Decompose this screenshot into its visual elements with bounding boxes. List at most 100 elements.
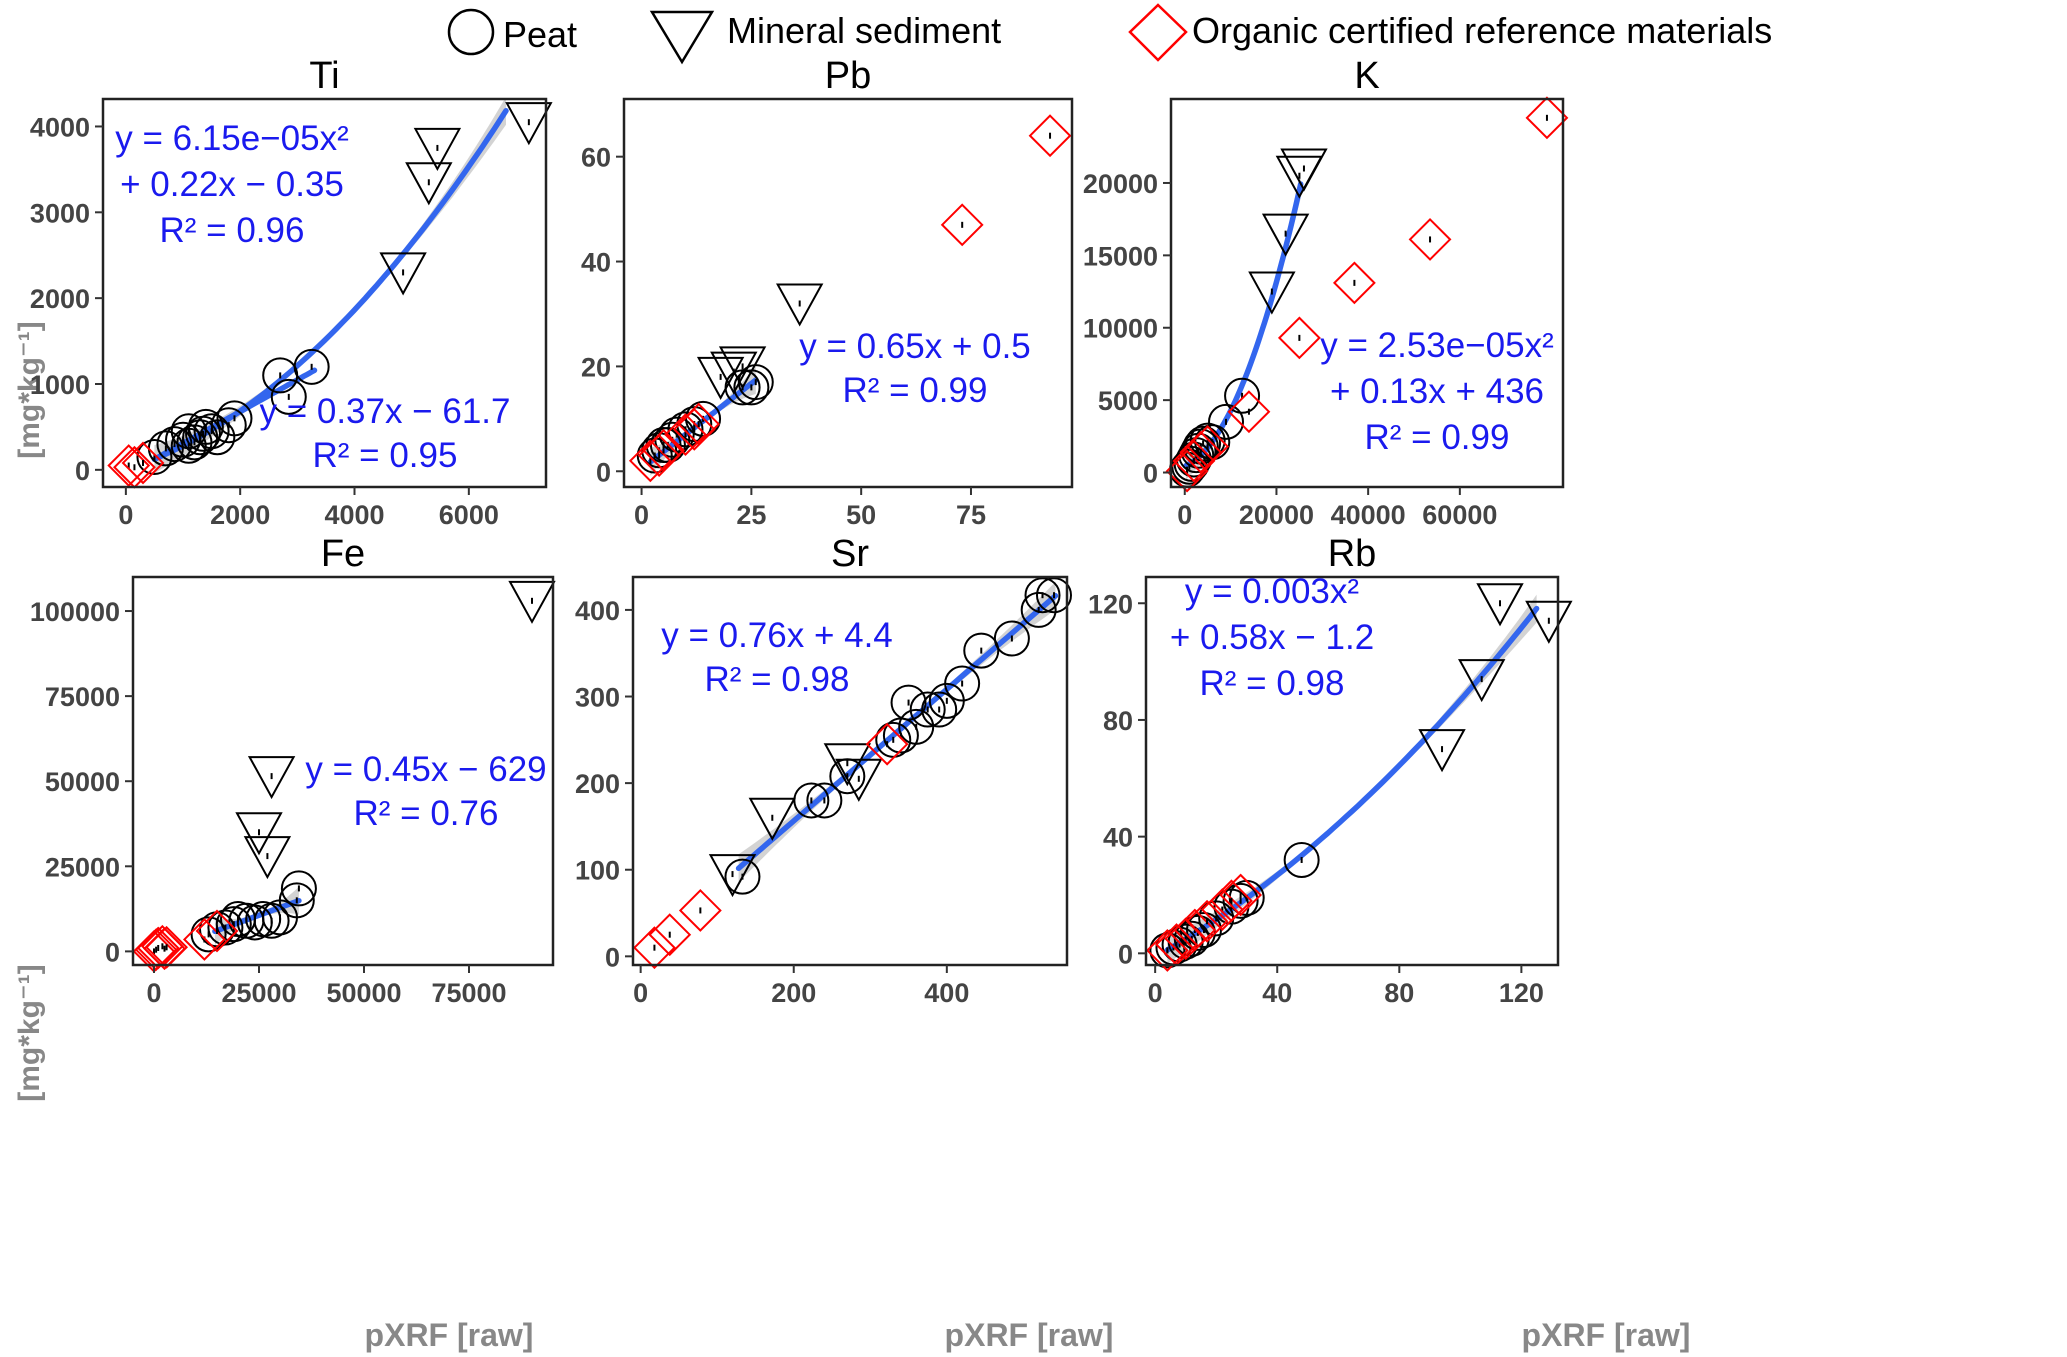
y-tick-label-fe-2: 50000	[45, 767, 120, 797]
data-point-crm-k-7	[1408, 218, 1452, 261]
y-tick-label-pb-2: 40	[581, 248, 611, 278]
x-tick-label-rb-2: 80	[1384, 978, 1414, 1008]
data-point-crm-fe-5	[145, 925, 189, 969]
peat-marker	[156, 426, 193, 463]
peat-marker	[270, 378, 307, 415]
peat-marker	[278, 882, 315, 919]
peat-marker	[963, 632, 1000, 669]
panel-frame-pb	[622, 97, 1074, 489]
y-tick-label-rb-0: 0	[1118, 939, 1133, 969]
crm-marker	[1219, 873, 1263, 917]
panel-title-rb: Rb	[1328, 533, 1377, 575]
data-point-peat-ti-11	[216, 400, 253, 437]
y-tick-label-k-2: 10000	[1083, 314, 1158, 344]
y-tick-label-rb-3: 120	[1088, 589, 1133, 619]
y-tick-label-ti-0: 0	[75, 456, 90, 486]
x-tick-label-rb-3: 120	[1499, 978, 1544, 1008]
crm-marker	[136, 926, 180, 970]
y-tick-label-ti-1: 1000	[30, 370, 90, 400]
data-point-peat-ti-16	[185, 415, 222, 452]
crm-marker	[1210, 879, 1253, 923]
data-point-mineral-sr-3	[835, 758, 883, 802]
x-tick-label-fe-3: 75000	[431, 978, 506, 1008]
peat-marker	[1222, 882, 1259, 919]
legend-peat-label: Peat	[503, 14, 577, 55]
y-tick-label-ti-2: 2000	[30, 284, 90, 314]
mineral-marker	[1525, 600, 1573, 644]
crm-marker	[664, 413, 707, 456]
mineral-marker	[1280, 148, 1328, 192]
x-tick-label-k-1: 20000	[1239, 500, 1314, 530]
data-point-mineral-fe-1	[243, 836, 292, 880]
panel-title-ti: Ti	[309, 55, 339, 97]
y-tick-label-k-3: 15000	[1083, 241, 1158, 271]
fit-equation-rb-0-2: R² = 0.98	[1200, 664, 1345, 703]
x-tick-label-k-0: 0	[1177, 500, 1192, 530]
panel-title-k: K	[1354, 55, 1379, 97]
peat-marker	[909, 691, 946, 728]
fit-equation-k-0-1: + 0.13x + 436	[1330, 372, 1544, 411]
data-point-mineral-rb-0	[1418, 729, 1466, 773]
panel-fe: Fe 0 25000 50000 75000 0 25000 50000 75000 100000…	[30, 533, 556, 1008]
crm-marker	[648, 913, 692, 957]
crm-marker	[107, 444, 151, 487]
y-tick-label-fe-0: 0	[105, 937, 120, 967]
panel-title-sr: Sr	[831, 533, 869, 575]
data-point-mineral-fe-2	[247, 756, 296, 800]
data-point-mineral-k-3	[1280, 148, 1328, 192]
data-point-peat-ti-14	[293, 348, 330, 385]
crm-marker	[633, 926, 676, 970]
mineral-marker	[718, 346, 767, 390]
panel-frame-fe	[131, 575, 555, 967]
mineral-marker	[835, 758, 883, 802]
crm-marker	[1185, 899, 1229, 943]
data-point-peat-sr-12	[963, 632, 1000, 669]
y-tick-label-ti-4: 4000	[30, 112, 90, 142]
peat-marker	[667, 411, 704, 448]
peat-marker	[806, 782, 843, 819]
data-point-mineral-ti-1	[405, 162, 453, 206]
x-tick-label-sr-1: 200	[771, 978, 816, 1008]
fit-line-sr-0	[735, 593, 1059, 872]
y-axis-label-top: [mg*kg⁻¹]	[13, 321, 46, 459]
panel-pb: Pb 0 25 50 75 0 20 40 60 y = 0.65x + 0.5 R² = 0.99	[581, 55, 1074, 530]
fit-line-fe-0	[212, 897, 302, 935]
fit-equation-fe-0-1: R² = 0.76	[354, 794, 499, 833]
data-point-crm-k-3	[1186, 425, 1230, 468]
data-point-mineral-fe-0	[235, 812, 283, 856]
x-tick-label-pb-0: 0	[634, 500, 649, 530]
x-tick-label-sr-0: 0	[633, 978, 648, 1008]
peat-marker	[136, 438, 173, 475]
data-point-mineral-sr-2	[823, 743, 872, 787]
mineral-marker	[710, 351, 758, 395]
y-tick-label-sr-2: 200	[575, 769, 620, 799]
data-point-peat-sr-2	[806, 782, 843, 819]
fit-equation-ti-1-1: R² = 0.95	[313, 436, 458, 475]
data-point-crm-k-5	[1277, 316, 1321, 360]
y-tick-label-sr-0: 0	[605, 942, 620, 972]
y-tick-label-k-1: 5000	[1098, 386, 1158, 416]
data-point-crm-k-4	[1227, 390, 1271, 434]
mineral-marker	[1476, 583, 1524, 627]
crm-marker	[195, 909, 239, 953]
x-tick-label-fe-0: 0	[146, 978, 161, 1008]
y-tick-label-fe-3: 75000	[45, 682, 120, 712]
data-point-mineral-sr-1	[748, 797, 796, 841]
fit-equation-sr-0-0: y = 0.76x + 4.4	[661, 616, 893, 655]
mineral-marker	[247, 756, 296, 800]
data-point-crm-k-6	[1332, 261, 1376, 305]
crm-marker	[865, 722, 909, 766]
y-tick-label-pb-0: 0	[596, 457, 611, 487]
legend-crm-marker	[1128, 3, 1188, 62]
mineral-marker	[235, 812, 283, 856]
data-point-peat-sr-13	[993, 620, 1030, 657]
peat-marker	[170, 427, 207, 464]
crm-marker	[1028, 114, 1072, 158]
panel-sr: Sr 0 200 400 0 100 200 300 400 y = 0.76x + 4.4 R² …	[575, 533, 1072, 1008]
x-tick-label-k-3: 60000	[1422, 500, 1497, 530]
data-point-crm-k-8	[1525, 96, 1569, 140]
data-point-crm-ti-2	[121, 441, 165, 485]
y-tick-label-rb-1: 40	[1103, 823, 1133, 853]
y-tick-label-sr-4: 400	[575, 596, 620, 626]
x-tick-label-sr-2: 400	[924, 978, 969, 1008]
